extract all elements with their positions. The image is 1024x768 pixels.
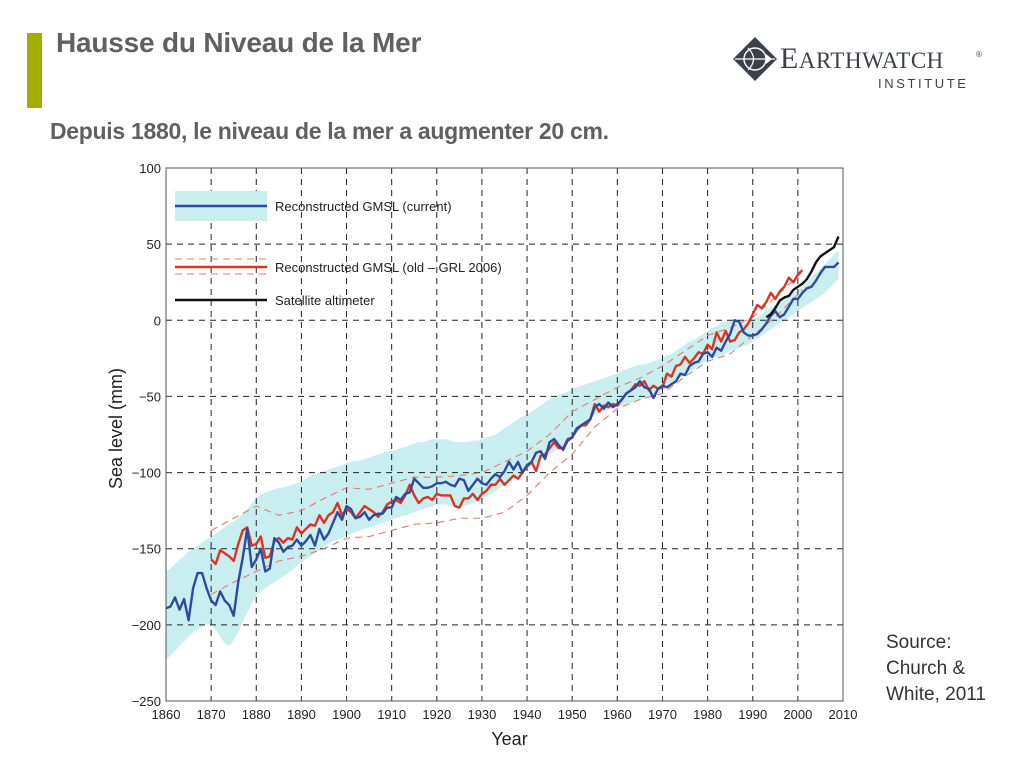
x-tick-label: 1860	[152, 707, 181, 722]
x-tick-label: 2010	[829, 707, 858, 722]
legend-label-satellite: Satellite altimeter	[275, 293, 375, 308]
logo-wordmark: EARTHWATCH	[780, 42, 944, 76]
logo-subtitle: INSTITUTE	[878, 76, 969, 91]
x-tick-label: 2000	[783, 707, 812, 722]
registered-mark: ®	[976, 50, 982, 59]
title-accent-bar	[27, 33, 42, 108]
series-line-old	[210, 269, 804, 566]
x-tick-label: 1910	[377, 707, 406, 722]
x-tick-label: 1960	[603, 707, 632, 722]
y-tick-label: −250	[132, 694, 161, 709]
plot-frame	[165, 167, 844, 702]
compass-diamond-icon	[733, 37, 777, 81]
uncertainty-band-current	[166, 250, 839, 660]
series-line-satellite	[765, 236, 840, 319]
x-tick-label: 1870	[197, 707, 226, 722]
y-tick-label: −200	[132, 618, 161, 633]
old-band-upper	[210, 271, 803, 531]
old-band-lower	[210, 289, 803, 595]
source-citation: Source: Church & White, 2011	[886, 630, 986, 708]
x-tick-label: 1940	[513, 707, 542, 722]
x-tick-label: 1950	[558, 707, 587, 722]
x-tick-label: 1930	[467, 707, 496, 722]
y-tick-label: −50	[139, 389, 161, 404]
logo-word-rest: ARTHWATCH	[798, 48, 944, 73]
x-tick-label: 1980	[693, 707, 722, 722]
x-tick-label: 1890	[287, 707, 316, 722]
y-tick-label: −100	[132, 466, 161, 481]
x-tick-label: 1990	[738, 707, 767, 722]
legend-label-current: Reconstructed GMSL (current)	[275, 199, 452, 214]
x-tick-label: 1900	[332, 707, 361, 722]
y-axis-title: Sea level (mm)	[106, 368, 126, 489]
x-tick-label: 1880	[242, 707, 271, 722]
series-line-current	[165, 261, 840, 622]
earthwatch-logo: EARTHWATCH ® INSTITUTE	[732, 36, 992, 96]
y-tick-label: 0	[154, 313, 161, 328]
source-line-1: Source:	[886, 632, 952, 653]
page-title: Hausse du Niveau de la Mer	[56, 27, 422, 58]
legend-label-old: Reconstructed GMSL (old – GRL 2006)	[275, 260, 502, 275]
source-line-2: Church &	[886, 658, 966, 679]
y-tick-label: 50	[147, 237, 161, 252]
logo-initial: E	[780, 42, 799, 75]
x-tick-label: 1920	[422, 707, 451, 722]
y-tick-label: −150	[132, 542, 161, 557]
y-tick-label: 100	[139, 161, 161, 176]
x-tick-label: 1970	[648, 707, 677, 722]
x-axis-title: Year	[491, 729, 527, 749]
source-line-3: White, 2011	[886, 684, 986, 705]
page-subtitle: Depuis 1880, le niveau de la mer a augme…	[50, 118, 609, 144]
